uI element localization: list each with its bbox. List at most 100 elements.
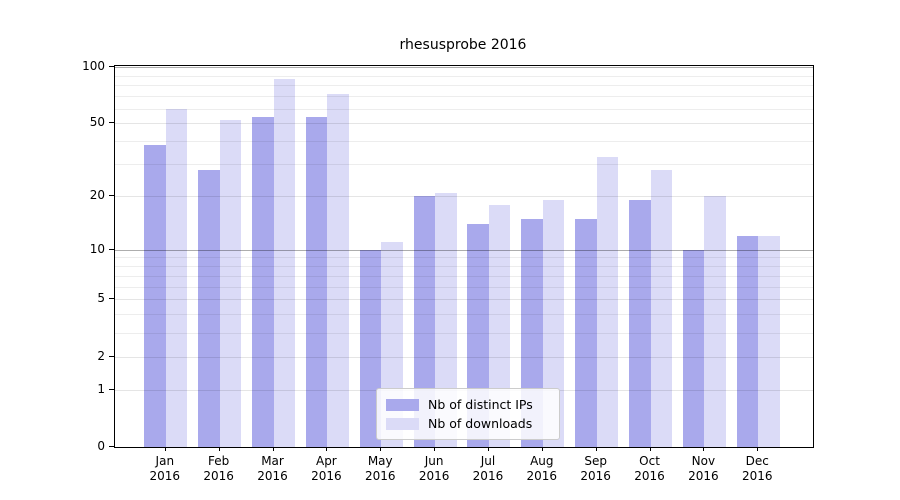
plot-area: Nb of distinct IPs Nb of downloads [114, 65, 814, 448]
x-tick-jun [434, 447, 436, 451]
x-tick-year-aug: 2016 [526, 469, 558, 483]
x-tick-year-jul: 2016 [472, 469, 504, 483]
legend-label-distinct-ips: Nb of distinct IPs [428, 397, 533, 412]
x-tick-oct [649, 447, 651, 451]
x-tick-year-may: 2016 [364, 469, 396, 483]
y-tick-1 [109, 388, 114, 390]
x-tick-apr [326, 447, 328, 451]
bar-downloads-jun [435, 192, 457, 447]
x-tick-year-dec: 2016 [741, 469, 773, 483]
y-tick-label-5: 5 [97, 291, 105, 306]
gridline-y4 [115, 314, 813, 316]
x-tick-jul [487, 447, 489, 451]
y-tick-label-20: 20 [89, 188, 105, 203]
y-tick-label-1: 1 [97, 381, 105, 396]
gridline-y50 [115, 123, 813, 125]
y-tick-20 [109, 195, 114, 197]
bar-downloads-feb [219, 120, 242, 447]
y-tick-label-50: 50 [89, 115, 105, 130]
x-tick-label-oct: Oct 2016 [623, 454, 677, 484]
bar-ips-dec [736, 235, 759, 447]
legend-swatch-distinct-ips [386, 398, 419, 411]
gridline-y90 [115, 75, 813, 77]
bar-ips-mar [252, 117, 274, 447]
x-tick-may [380, 447, 382, 451]
y-tick-100 [109, 66, 114, 67]
x-tick-mar [272, 447, 274, 451]
x-tick-year-feb: 2016 [203, 469, 234, 483]
y-tick-label-10: 10 [89, 241, 105, 256]
gridline-y6 [115, 286, 813, 288]
y-tick-5 [109, 298, 114, 300]
legend-swatch-downloads [386, 417, 419, 430]
legend-row-downloads: Nb of downloads [377, 416, 559, 431]
x-tick-year-mar: 2016 [257, 469, 288, 483]
bar-ips-feb [198, 169, 220, 447]
gridline-y10 [115, 249, 813, 251]
x-tick-jan [164, 447, 166, 451]
bar-downloads-jan [165, 108, 188, 447]
legend-row-distinct-ips: Nb of distinct IPs [377, 397, 559, 412]
x-tick-label-mar: Mar 2016 [246, 454, 300, 484]
x-tick-year-jan: 2016 [149, 469, 181, 483]
y-tick-50 [109, 122, 114, 124]
x-tick-feb [218, 447, 220, 451]
x-tick-label-may: May 2016 [353, 454, 407, 484]
y-tick-10 [109, 248, 114, 250]
y-tick-label-2: 2 [97, 348, 105, 363]
x-tick-label-jan: Jan 2016 [138, 454, 192, 484]
x-tick-label-feb: Feb 2016 [192, 454, 246, 484]
y-tick-label-0: 0 [97, 439, 105, 453]
gridline-y40 [115, 141, 813, 143]
bar-ips-jan [144, 145, 166, 447]
gridline-y3 [115, 332, 813, 334]
bar-ips-apr [305, 117, 328, 447]
x-tick-aug [541, 447, 543, 451]
bar-ips-sep [575, 218, 597, 447]
x-tick-nov [703, 447, 705, 451]
x-tick-year-nov: 2016 [688, 469, 719, 483]
bar-downloads-jul [488, 204, 511, 447]
bar-downloads-dec [758, 235, 780, 447]
gridline-y7 [115, 275, 813, 277]
x-tick-label-sep: Sep 2016 [569, 454, 623, 484]
bar-downloads-oct [650, 169, 673, 447]
x-tick-year-oct: 2016 [634, 469, 665, 483]
x-tick-year-apr: 2016 [311, 469, 342, 483]
chart-title: rhesusprobe 2016 [399, 37, 527, 53]
x-tick-year-sep: 2016 [580, 469, 611, 483]
x-tick-label-dec: Dec 2016 [730, 454, 784, 484]
gridline-y80 [115, 85, 813, 87]
legend-label-downloads: Nb of downloads [428, 416, 533, 431]
x-tick-year-jun: 2016 [418, 469, 450, 483]
gridline-y2 [115, 356, 813, 358]
bar-downloads-nov [704, 196, 726, 447]
bar-ips-nov [682, 249, 705, 447]
gridline-y20 [115, 196, 813, 198]
x-tick-label-jun: Jun 2016 [407, 454, 461, 484]
bar-downloads-apr [327, 93, 349, 447]
bar-downloads-aug [542, 200, 565, 447]
gridline-y8 [115, 266, 813, 268]
gridline-y5 [115, 299, 813, 301]
y-tick-label-100: 100 [82, 59, 105, 73]
y-tick-0 [109, 446, 114, 447]
bar-downloads-sep [596, 156, 619, 447]
x-tick-label-nov: Nov 2016 [676, 454, 730, 484]
x-tick-label-apr: Apr 2016 [299, 454, 353, 484]
x-tick-label-jul: Jul 2016 [461, 454, 515, 484]
x-tick-sep [595, 447, 597, 451]
gridline-y60 [115, 108, 813, 110]
x-tick-label-aug: Aug 2016 [515, 454, 569, 484]
gridline-y70 [115, 96, 813, 98]
bar-ips-may [359, 249, 382, 447]
gridline-y100 [115, 67, 813, 68]
gridline-y9 [115, 257, 813, 259]
bar-downloads-mar [273, 79, 296, 447]
gridline-y30 [115, 164, 813, 166]
x-tick-dec [757, 447, 759, 451]
bar-ips-oct [629, 200, 651, 447]
bar-ips-jun [413, 196, 436, 447]
legend: Nb of distinct IPs Nb of downloads [376, 388, 560, 440]
